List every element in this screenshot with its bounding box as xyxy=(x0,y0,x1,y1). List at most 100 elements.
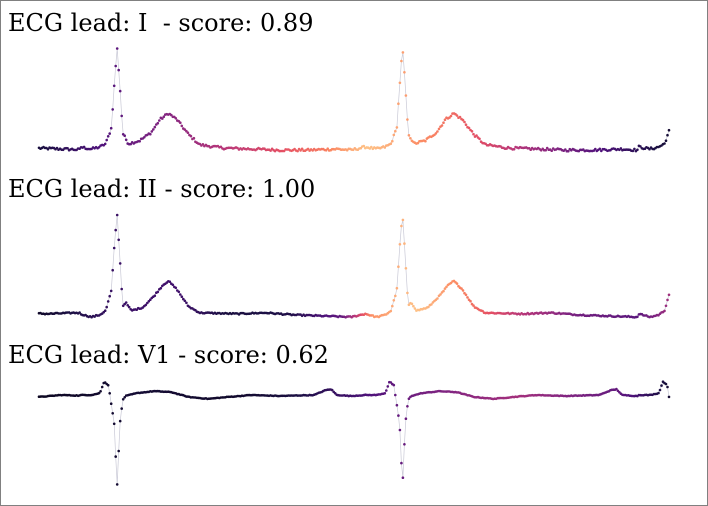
data-point xyxy=(153,294,157,298)
data-point xyxy=(564,148,567,151)
data-point xyxy=(156,121,160,125)
data-point xyxy=(127,305,131,309)
data-point xyxy=(97,146,101,149)
data-point xyxy=(129,142,132,146)
data-point xyxy=(180,295,184,299)
data-point xyxy=(123,396,126,399)
data-point xyxy=(404,417,408,421)
data-point xyxy=(153,125,157,129)
data-point xyxy=(663,309,666,313)
data-point xyxy=(306,147,310,151)
panel-title-lead-I: ECG lead: I - score: 0.89 xyxy=(8,9,313,37)
data-point xyxy=(434,132,438,135)
data-point xyxy=(114,228,117,232)
data-point xyxy=(150,130,154,133)
data-point xyxy=(394,393,397,397)
data-point xyxy=(97,391,101,395)
data-point xyxy=(106,135,110,138)
data-point xyxy=(472,304,475,307)
data-point xyxy=(458,115,462,119)
data-point xyxy=(108,392,111,395)
data-point xyxy=(118,89,122,93)
trace-lead-I xyxy=(37,47,671,153)
data-point xyxy=(398,428,402,432)
data-point xyxy=(103,309,107,313)
data-point xyxy=(567,149,570,153)
data-point xyxy=(177,290,181,294)
data-point xyxy=(124,301,128,304)
data-point xyxy=(118,419,122,423)
data-point xyxy=(600,149,603,153)
data-point xyxy=(389,142,393,145)
data-point xyxy=(397,102,400,105)
data-point xyxy=(296,149,299,153)
data-point xyxy=(464,123,468,126)
data-point xyxy=(469,299,472,303)
data-point xyxy=(117,238,120,242)
data-point xyxy=(413,307,417,310)
data-point xyxy=(112,246,116,250)
data-point xyxy=(179,293,182,296)
data-point xyxy=(109,402,113,406)
data-point xyxy=(664,139,668,142)
data-point xyxy=(394,129,397,133)
data-point xyxy=(120,114,123,118)
data-point xyxy=(439,293,442,296)
data-point xyxy=(106,383,110,387)
data-point xyxy=(118,262,122,265)
data-point xyxy=(114,455,117,458)
trace-lead-V1 xyxy=(37,380,671,486)
data-point xyxy=(185,301,188,305)
data-point xyxy=(455,114,459,117)
data-point xyxy=(156,290,160,294)
data-point xyxy=(664,304,668,308)
data-point xyxy=(440,124,444,127)
data-point xyxy=(182,297,185,301)
data-point xyxy=(395,126,399,129)
data-point xyxy=(639,145,642,148)
data-point xyxy=(386,385,390,388)
data-point xyxy=(149,298,152,302)
data-point xyxy=(403,242,406,245)
data-point xyxy=(112,422,116,426)
data-point xyxy=(395,403,399,407)
data-point xyxy=(120,407,123,410)
data-point xyxy=(149,132,152,136)
data-point xyxy=(115,47,119,50)
data-point xyxy=(168,280,172,284)
data-point xyxy=(400,224,403,228)
data-point xyxy=(631,149,635,153)
data-point xyxy=(404,94,408,97)
data-point xyxy=(412,304,415,308)
data-point xyxy=(174,286,178,290)
data-point xyxy=(121,398,125,401)
data-point xyxy=(666,298,669,302)
data-point xyxy=(392,133,396,137)
data-point xyxy=(658,388,662,392)
data-point xyxy=(397,265,400,269)
data-point xyxy=(111,108,114,111)
data-point xyxy=(117,68,120,72)
data-point xyxy=(544,148,547,152)
data-point xyxy=(186,131,190,134)
data-point xyxy=(410,302,414,306)
data-point xyxy=(115,213,119,217)
data-point xyxy=(464,293,468,297)
trace-line xyxy=(38,381,670,485)
data-point xyxy=(478,137,481,141)
data-point xyxy=(103,142,107,146)
panel-lead-I: ECG lead: I - score: 0.89 xyxy=(8,9,671,153)
data-point xyxy=(146,301,149,305)
data-point xyxy=(78,311,81,314)
data-point xyxy=(660,384,663,387)
data-point xyxy=(394,294,397,298)
data-point xyxy=(138,140,141,143)
data-point xyxy=(401,218,405,222)
data-point xyxy=(401,51,405,54)
data-point xyxy=(443,118,447,121)
data-point xyxy=(395,286,399,290)
data-point xyxy=(112,84,116,88)
data-point xyxy=(407,397,411,401)
data-point xyxy=(108,132,111,135)
data-point xyxy=(183,128,187,131)
